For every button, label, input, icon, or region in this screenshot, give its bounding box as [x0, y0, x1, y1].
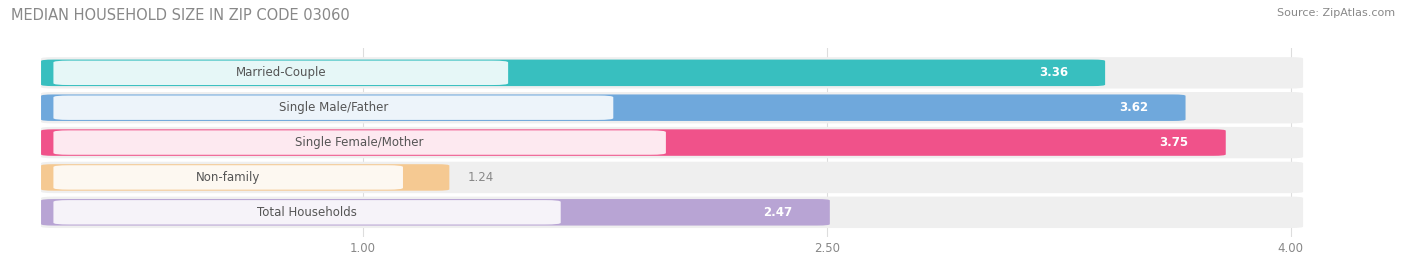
Text: Total Households: Total Households — [257, 206, 357, 219]
FancyBboxPatch shape — [41, 92, 1303, 123]
FancyBboxPatch shape — [41, 127, 1303, 158]
Text: Source: ZipAtlas.com: Source: ZipAtlas.com — [1277, 8, 1395, 18]
Text: 1.24: 1.24 — [468, 171, 494, 184]
FancyBboxPatch shape — [53, 95, 613, 120]
Text: Non-family: Non-family — [195, 171, 260, 184]
Text: 3.75: 3.75 — [1160, 136, 1188, 149]
FancyBboxPatch shape — [41, 57, 1303, 89]
Text: Single Male/Father: Single Male/Father — [278, 101, 388, 114]
Text: 3.36: 3.36 — [1039, 66, 1069, 79]
Text: MEDIAN HOUSEHOLD SIZE IN ZIP CODE 03060: MEDIAN HOUSEHOLD SIZE IN ZIP CODE 03060 — [11, 8, 350, 23]
FancyBboxPatch shape — [41, 59, 1105, 86]
FancyBboxPatch shape — [41, 94, 1185, 121]
FancyBboxPatch shape — [53, 165, 404, 190]
Text: Married-Couple: Married-Couple — [235, 66, 326, 79]
FancyBboxPatch shape — [41, 197, 1303, 228]
FancyBboxPatch shape — [41, 199, 830, 226]
FancyBboxPatch shape — [41, 129, 1226, 156]
FancyBboxPatch shape — [53, 61, 508, 85]
Text: 2.47: 2.47 — [763, 206, 793, 219]
FancyBboxPatch shape — [41, 162, 1303, 193]
Text: 3.62: 3.62 — [1119, 101, 1149, 114]
Text: Single Female/Mother: Single Female/Mother — [295, 136, 423, 149]
FancyBboxPatch shape — [41, 164, 450, 191]
FancyBboxPatch shape — [53, 130, 666, 155]
FancyBboxPatch shape — [53, 200, 561, 225]
